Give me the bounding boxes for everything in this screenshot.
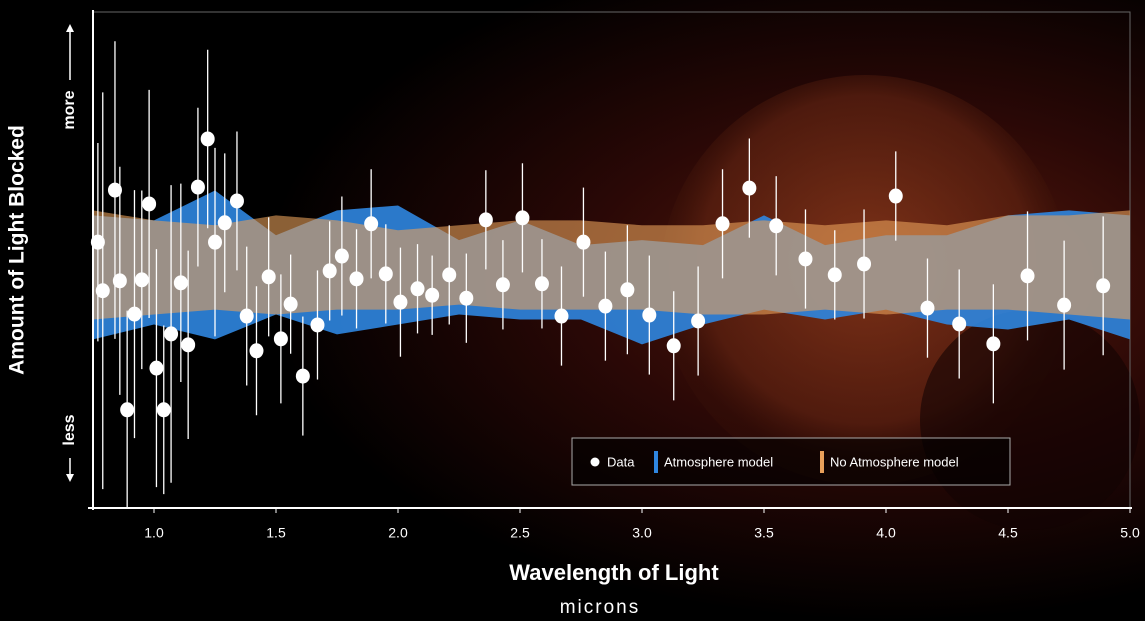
x-axis-unit: microns — [560, 597, 641, 618]
data-point — [378, 266, 393, 282]
data-point — [164, 326, 179, 342]
data-point — [112, 273, 127, 289]
data-point — [515, 210, 530, 226]
data-point — [295, 368, 310, 384]
data-point — [576, 234, 591, 250]
data-point — [691, 313, 706, 329]
data-point — [261, 269, 276, 285]
data-point — [920, 300, 935, 316]
x-tick-label: 2.5 — [510, 525, 530, 541]
data-point — [149, 360, 164, 376]
x-tick-label: 1.0 — [144, 525, 164, 541]
data-point — [857, 256, 872, 272]
data-point — [142, 196, 157, 212]
data-point — [986, 336, 1001, 352]
x-tick-label: 4.5 — [998, 525, 1018, 541]
data-point — [393, 294, 408, 310]
data-point — [334, 248, 349, 264]
data-point — [888, 188, 903, 204]
plot-area — [90, 41, 1130, 509]
data-point — [1057, 297, 1072, 313]
data-point — [364, 216, 379, 232]
data-point — [534, 276, 549, 292]
legend-swatch — [820, 451, 824, 473]
data-point — [208, 234, 222, 250]
model-band — [93, 210, 1130, 320]
data-point — [478, 212, 493, 228]
data-point — [798, 251, 813, 267]
data-point — [1020, 268, 1035, 284]
legend-label: Data — [607, 454, 635, 469]
data-point — [425, 287, 440, 303]
data-point — [1096, 278, 1111, 294]
data-point — [229, 193, 244, 209]
data-point — [642, 307, 657, 323]
data-point — [273, 331, 288, 347]
legend: Data Atmosphere model No Atmosphere model — [571, 437, 1011, 486]
data-point — [742, 180, 757, 196]
data-point — [156, 402, 171, 418]
y-more-label: more — [61, 90, 78, 129]
planet-illustration — [920, 310, 1140, 530]
x-axis-title: Wavelength of Light — [509, 560, 719, 585]
legend-swatch — [654, 451, 658, 473]
data-point — [620, 282, 635, 298]
data-point — [322, 263, 337, 279]
data-point — [349, 271, 364, 287]
data-point — [249, 343, 264, 359]
y-axis-title: Amount of Light Blocked — [6, 125, 29, 375]
data-point — [95, 283, 110, 299]
data-point — [107, 182, 122, 198]
data-point — [200, 131, 215, 147]
data-point — [442, 267, 457, 283]
y-less-label: less — [61, 414, 78, 445]
arrow-down-head — [66, 474, 74, 482]
legend-label: No Atmosphere model — [830, 454, 959, 469]
data-point — [410, 281, 425, 297]
x-tick-label: 5.0 — [1120, 525, 1140, 541]
legend-label: Atmosphere model — [664, 454, 773, 469]
data-point — [310, 317, 325, 333]
data-point — [827, 267, 842, 283]
data-point — [127, 306, 142, 322]
data-point — [90, 234, 105, 250]
data-point — [598, 298, 613, 314]
data-point — [769, 218, 784, 234]
x-tick-label: 3.5 — [754, 525, 774, 541]
arrow-up-head — [66, 24, 74, 32]
data-point — [173, 275, 188, 291]
data-point — [181, 337, 196, 353]
data-point — [554, 308, 569, 324]
data-point — [495, 277, 510, 293]
data-point — [134, 272, 149, 288]
x-tick-label: 4.0 — [876, 525, 896, 541]
legend-box — [571, 437, 1011, 486]
data-point — [666, 338, 681, 354]
legend-marker — [590, 457, 600, 467]
data-point — [217, 215, 232, 231]
data-point — [190, 179, 205, 195]
data-point — [952, 316, 967, 332]
data-point — [283, 296, 298, 312]
x-tick-label: 2.0 — [388, 525, 408, 541]
data-point — [459, 290, 474, 306]
data-point — [715, 216, 730, 232]
data-point — [120, 402, 135, 418]
data-point — [239, 308, 254, 324]
x-tick-label: 1.5 — [266, 525, 286, 541]
x-tick-label: 3.0 — [632, 525, 652, 541]
